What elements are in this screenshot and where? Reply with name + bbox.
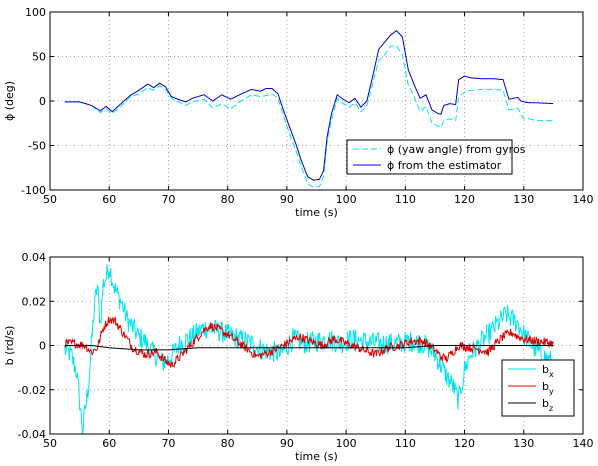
x-tick-label: 90 <box>280 437 294 450</box>
top-chart-phi: 50 60 70 80 90 100 110 120 130 140-100-50050100ti… <box>3 6 594 219</box>
legend-label: bz <box>542 397 553 413</box>
x-tick-label: 80 <box>221 437 235 450</box>
y-tick-label: 0.04 <box>22 251 47 264</box>
x-tick-label: 130 <box>513 193 534 206</box>
legend: ϕ (yaw angle) from gyros ϕ from the estim… <box>346 139 526 175</box>
x-tick-label: 60 <box>102 437 116 450</box>
series-line-bx <box>64 264 554 434</box>
y-axis-label: ϕ (deg) <box>3 81 16 121</box>
legend-label: bx <box>542 363 554 379</box>
legend-label: ϕ from the estimator <box>387 159 502 172</box>
series-line-estimator <box>64 30 554 181</box>
x-tick-label: 80 <box>221 193 235 206</box>
series-line-bz <box>64 345 554 351</box>
x-tick-label: 110 <box>395 437 416 450</box>
legend-label: by <box>542 380 554 396</box>
y-tick-label: -50 <box>28 140 46 153</box>
x-tick-label: 100 <box>336 437 357 450</box>
x-tick-label: 130 <box>513 437 534 450</box>
x-tick-label: 50 <box>43 193 57 206</box>
y-tick-label: 0 <box>39 95 46 108</box>
y-tick-label: -100 <box>21 184 46 197</box>
x-axis-label: time (s) <box>295 206 338 219</box>
y-axis-label: b (rd/s) <box>3 326 16 366</box>
x-axis-label: time (s) <box>295 450 338 463</box>
series-line-by <box>64 315 554 368</box>
y-tick-label: 50 <box>32 51 46 64</box>
x-tick-label: 50 <box>43 437 57 450</box>
x-tick-label: 70 <box>161 437 175 450</box>
x-tick-label: 90 <box>280 193 294 206</box>
x-tick-label: 60 <box>102 193 116 206</box>
legend-label: ϕ (yaw angle) from gyros <box>387 143 526 156</box>
x-tick-label: 110 <box>395 193 416 206</box>
y-tick-label: 100 <box>25 6 46 19</box>
y-tick-label: -0.04 <box>18 428 46 441</box>
bottom-chart-bias: 50 60 70 80 90 100 110 120 130 140 -0.04 -0.02 0 0.02… <box>3 251 594 463</box>
x-tick-label: 120 <box>454 437 475 450</box>
x-tick-label: 140 <box>573 193 594 206</box>
x-tick-label: 120 <box>454 193 475 206</box>
x-tick-label: 100 <box>336 193 357 206</box>
y-tick-label: 0 <box>39 340 46 353</box>
x-tick-label: 70 <box>161 193 175 206</box>
y-tick-label: 0.02 <box>22 295 47 308</box>
x-tick-label: 140 <box>573 437 594 450</box>
y-tick-label: -0.02 <box>18 384 46 397</box>
